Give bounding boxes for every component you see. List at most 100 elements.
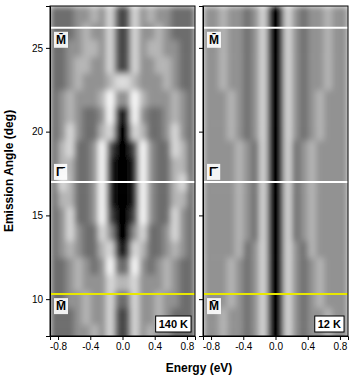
cell — [308, 274, 317, 291]
cell — [203, 107, 212, 124]
plot-area — [50, 6, 195, 336]
cell — [227, 140, 236, 157]
cell — [114, 56, 123, 73]
cell — [139, 40, 148, 57]
cell — [332, 190, 341, 207]
cell — [131, 107, 140, 124]
cell — [50, 123, 59, 140]
cell — [82, 308, 91, 325]
cell — [251, 140, 260, 157]
y-tick — [199, 299, 203, 300]
cell — [82, 241, 91, 258]
cell — [106, 56, 115, 73]
cell — [332, 90, 341, 107]
cell — [179, 40, 188, 57]
cell — [114, 190, 123, 207]
cell — [50, 107, 59, 124]
cell — [147, 140, 156, 157]
cell — [74, 190, 83, 207]
cell — [66, 224, 75, 241]
cell — [227, 274, 236, 291]
cell — [316, 274, 325, 291]
cell — [114, 241, 123, 258]
line-label: M̄ — [209, 33, 219, 47]
reference-line — [203, 27, 348, 29]
cell — [211, 257, 220, 274]
cell — [251, 324, 260, 336]
cell — [131, 140, 140, 157]
frame — [203, 6, 348, 336]
cell — [123, 324, 132, 336]
cell — [50, 274, 59, 291]
cell — [179, 90, 188, 107]
cell — [106, 6, 115, 23]
cell — [340, 56, 348, 73]
cell — [243, 308, 252, 325]
cell — [82, 140, 91, 157]
cell — [171, 123, 180, 140]
cell — [123, 56, 132, 73]
cell — [243, 107, 252, 124]
cell — [171, 56, 180, 73]
cell — [292, 6, 301, 23]
cell — [66, 73, 75, 90]
cell — [50, 56, 59, 73]
cell — [267, 324, 276, 336]
y-tick — [199, 215, 203, 216]
cell — [114, 308, 123, 325]
cell — [332, 56, 341, 73]
cell — [332, 241, 341, 258]
cell — [50, 140, 59, 157]
cell — [66, 274, 75, 291]
cell — [139, 6, 148, 23]
y-tick: 10 — [32, 294, 50, 305]
cell — [300, 257, 309, 274]
line-label: Γ̄ — [209, 165, 218, 179]
cell — [82, 190, 91, 207]
cell — [58, 207, 67, 224]
cell — [147, 40, 156, 57]
cell — [251, 257, 260, 274]
cell — [300, 6, 309, 23]
cell — [251, 56, 260, 73]
cell — [300, 324, 309, 336]
cell — [284, 257, 293, 274]
cell — [74, 324, 83, 336]
cell — [82, 157, 91, 174]
cell — [66, 241, 75, 258]
annotation-box — [156, 316, 191, 332]
cell — [251, 23, 260, 40]
cell — [259, 56, 268, 73]
x-tick-label: -0.8 — [50, 341, 68, 352]
cell — [251, 207, 260, 224]
cell — [163, 224, 172, 241]
cell — [235, 73, 244, 90]
y-tick-label: 15 — [32, 210, 44, 221]
cell — [82, 90, 91, 107]
cell — [332, 274, 341, 291]
cell — [332, 73, 341, 90]
cell — [187, 56, 195, 73]
cell — [163, 274, 172, 291]
cell — [340, 190, 348, 207]
cell — [219, 157, 228, 174]
x-tick-label: 0.0 — [116, 341, 130, 352]
cell — [316, 224, 325, 241]
cell — [147, 324, 156, 336]
cell — [187, 123, 195, 140]
cell — [147, 257, 156, 274]
cell — [324, 123, 333, 140]
cell — [316, 56, 325, 73]
cell — [267, 274, 276, 291]
cell — [235, 56, 244, 73]
cell — [316, 90, 325, 107]
cell — [171, 257, 180, 274]
cell — [332, 157, 341, 174]
cell — [82, 6, 91, 23]
cell — [82, 207, 91, 224]
cell — [98, 40, 107, 57]
cell — [187, 241, 195, 258]
cell — [300, 190, 309, 207]
cell — [219, 207, 228, 224]
cell — [203, 140, 212, 157]
